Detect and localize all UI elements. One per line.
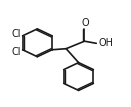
Text: Cl: Cl [12, 47, 21, 57]
Text: O: O [81, 18, 89, 28]
Text: OH: OH [99, 38, 114, 48]
Text: Cl: Cl [12, 29, 21, 39]
